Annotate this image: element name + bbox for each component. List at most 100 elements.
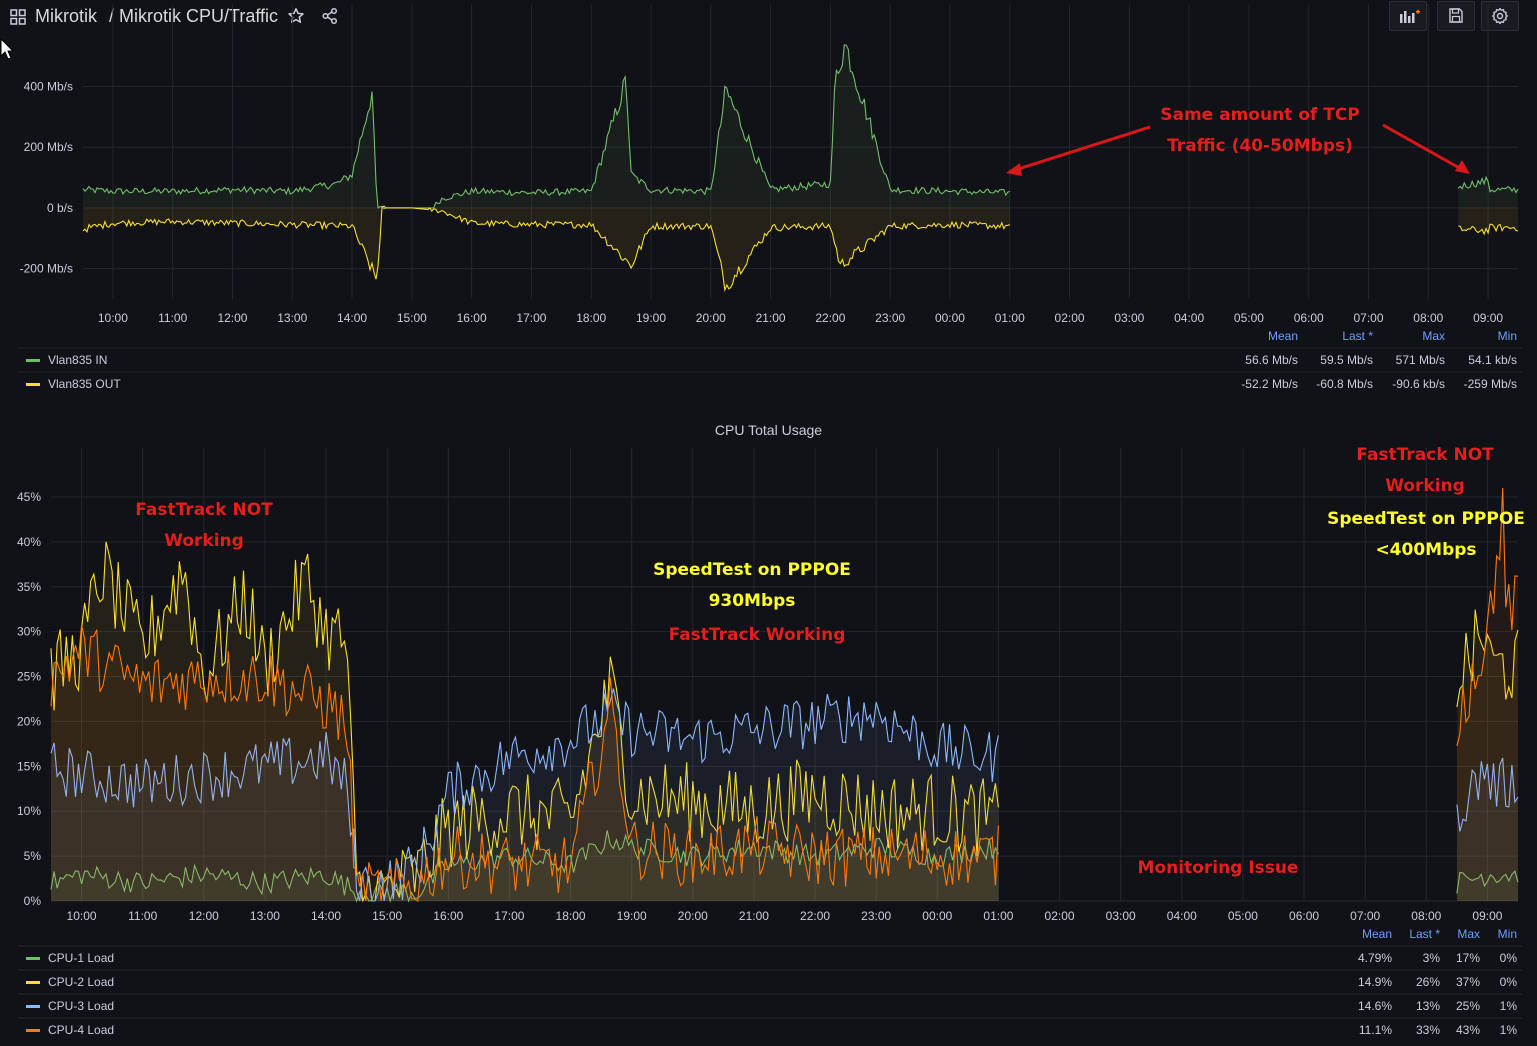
x-tick-label: 06:00 <box>1289 909 1319 923</box>
x-tick-label: 14:00 <box>311 909 341 923</box>
legend-value: -52.2 Mb/s <box>1241 377 1298 391</box>
dashboard-navbar: Mikrotik / Mikrotik CPU/Traffic <box>0 0 1537 34</box>
x-tick-label: 07:00 <box>1350 909 1380 923</box>
star-icon[interactable] <box>287 7 305 25</box>
series-line <box>1457 175 1519 194</box>
arrow-left-head <box>1006 163 1022 176</box>
annotation-speedtest-right-1: SpeedTest on PPPOE <box>1327 509 1525 529</box>
series-line <box>50 830 999 904</box>
annotation-fasttrack-not-left-2: Working <box>164 531 244 551</box>
x-tick-label: 22:00 <box>800 909 830 923</box>
traffic-legend[interactable]: Mean Last * Max Min Vlan835 IN 56.6 Mb/s 59.5 … <box>18 329 1522 391</box>
share-icon[interactable] <box>321 7 339 25</box>
legend-series-name[interactable]: Vlan835 OUT <box>48 377 121 391</box>
dashboards-grid-icon[interactable] <box>10 9 26 25</box>
x-tick-label: 08:00 <box>1411 909 1441 923</box>
cpu-legend[interactable]: Mean Last * Max Min CPU-1 Load 4.79% 3% 17% 0% CP… <box>18 927 1522 1037</box>
legend-value: -259 Mb/s <box>1464 377 1517 391</box>
traffic-grid <box>83 4 1518 299</box>
x-tick-label: 15:00 <box>372 909 402 923</box>
add-panel-icon <box>1400 9 1420 23</box>
legend-series-name[interactable]: CPU-2 Load <box>48 975 114 989</box>
add-panel-button[interactable] <box>1389 1 1427 31</box>
dashboard-settings-button[interactable] <box>1481 1 1519 31</box>
legend-series-name[interactable]: Vlan835 IN <box>48 353 107 367</box>
x-tick-label: 10:00 <box>67 909 97 923</box>
legend-column-header[interactable]: Last * <box>1342 329 1373 343</box>
y-tick-label: 0 b/s <box>47 201 73 215</box>
save-dashboard-button[interactable] <box>1437 1 1475 31</box>
save-icon <box>1449 8 1463 23</box>
annotation-tcp-line2: Traffic (40-50Mbps) <box>1167 136 1353 156</box>
series-fill <box>83 206 1010 290</box>
legend-series-name[interactable]: CPU-1 Load <box>48 951 114 965</box>
series-line <box>1456 487 1519 747</box>
legend-column-header[interactable]: Min <box>1498 927 1517 941</box>
legend-color-swatch[interactable] <box>26 383 40 386</box>
traffic-y-axis: 400 Mb/s 200 Mb/s 0 b/s -200 Mb/s <box>20 80 73 276</box>
legend-column-header[interactable]: Max <box>1457 927 1480 941</box>
traffic-chart[interactable]: 400 Mb/s 200 Mb/s 0 b/s -200 Mb/s 10:00 11:0… <box>0 0 1537 400</box>
series-fill <box>1458 207 1518 234</box>
series-line <box>50 624 999 902</box>
x-tick-label: 16:00 <box>433 909 463 923</box>
legend-color-swatch[interactable] <box>26 1029 40 1032</box>
legend-column-header[interactable]: Last * <box>1409 927 1440 941</box>
annotation-fasttrack-not-right-1: FastTrack NOT <box>1356 445 1494 465</box>
legend-value: 14.9% <box>1358 975 1392 989</box>
y-tick-label: 30% <box>17 625 41 639</box>
breadcrumb-folder[interactable]: Mikrotik <box>35 6 97 26</box>
legend-color-swatch[interactable] <box>26 359 40 362</box>
legend-series-name[interactable]: CPU-3 Load <box>48 999 114 1013</box>
legend-column-header[interactable]: Min <box>1498 329 1517 343</box>
y-tick-label: 25% <box>17 670 41 684</box>
annotation-tcp-line1: Same amount of TCP <box>1160 105 1360 125</box>
annotation-fasttrack-working: FastTrack Working <box>668 625 846 645</box>
x-tick-label: 13:00 <box>277 311 307 325</box>
series-fill <box>1456 488 1518 901</box>
legend-column-header[interactable]: Mean <box>1362 927 1392 941</box>
x-tick-label: 15:00 <box>397 311 427 325</box>
x-tick-label: 12:00 <box>217 311 247 325</box>
x-tick-label: 00:00 <box>935 311 965 325</box>
cpu-chart[interactable]: 45%40%35%30%25%20%15%10%5%0% 10:00 11:00 1… <box>0 440 1537 1046</box>
cpu-y-axis: 45% 40% 35% 30% 25% 20% 15% 10% 5% 0% <box>17 490 41 908</box>
x-tick-label: 09:00 <box>1473 311 1503 325</box>
x-tick-label: 19:00 <box>617 909 647 923</box>
x-tick-label: 23:00 <box>861 909 891 923</box>
legend-color-swatch[interactable] <box>26 1005 40 1008</box>
legend-value: 14.6% <box>1358 999 1392 1013</box>
x-tick-label: 07:00 <box>1354 311 1384 325</box>
legend-value: 25% <box>1456 999 1480 1013</box>
x-tick-label: 11:00 <box>128 909 157 923</box>
legend-color-swatch[interactable] <box>26 957 40 960</box>
series-line <box>1456 609 1519 708</box>
x-tick-label: 11:00 <box>158 311 187 325</box>
x-tick-label: 05:00 <box>1228 909 1258 923</box>
x-tick-label: 17:00 <box>516 311 546 325</box>
x-tick-label: 08:00 <box>1413 311 1443 325</box>
traffic-x-axis: 10:00 11:00 12:00 13:00 14:00 15:00 16:00 17:00… <box>98 311 1504 325</box>
legend-value: 33% <box>1416 1023 1440 1037</box>
y-tick-label: 45% <box>17 490 41 504</box>
legend-column-header[interactable]: Max <box>1422 329 1445 343</box>
legend-value: 13% <box>1416 999 1440 1013</box>
series-fill <box>51 541 999 901</box>
x-tick-label: 21:00 <box>739 909 769 923</box>
legend-color-swatch[interactable] <box>26 981 40 984</box>
legend-series-name[interactable]: CPU-4 Load <box>48 1023 114 1037</box>
x-tick-label: 18:00 <box>576 311 606 325</box>
x-tick-label: 09:00 <box>1472 909 1502 923</box>
x-tick-label: 01:00 <box>995 311 1025 325</box>
y-tick-label: 5% <box>24 849 42 863</box>
cpu-panel-title[interactable]: CPU Total Usage <box>714 422 823 438</box>
y-tick-label: 10% <box>17 804 41 818</box>
x-tick-label: 13:00 <box>250 909 280 923</box>
x-tick-label: 04:00 <box>1174 311 1204 325</box>
dashboard-title[interactable]: / Mikrotik CPU/Traffic <box>109 6 279 26</box>
x-tick-label: 04:00 <box>1167 909 1197 923</box>
legend-column-header[interactable]: Mean <box>1268 329 1298 343</box>
x-tick-label: 21:00 <box>756 311 786 325</box>
arrow-right-head <box>1455 160 1470 174</box>
x-tick-label: 02:00 <box>1055 311 1085 325</box>
